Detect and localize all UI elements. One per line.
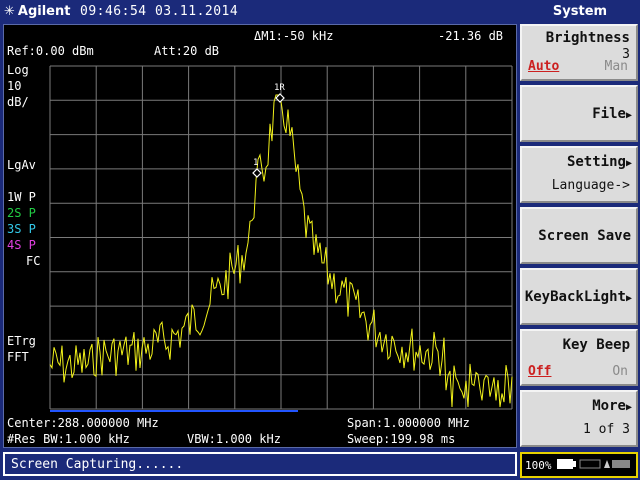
- ref-level: Ref:0.00 dBm: [7, 44, 94, 58]
- softkey-brightness[interactable]: Brightness 3 Auto Man: [520, 24, 638, 81]
- softkey-keybacklight[interactable]: KeyBackLight▶: [520, 268, 638, 325]
- trace-4-indicator: 4S P: [7, 238, 36, 252]
- brand-name: Agilent: [17, 3, 71, 19]
- brightness-auto-option: Auto: [528, 59, 560, 74]
- key-beep-on-option: On: [612, 364, 628, 379]
- marker-1r-label: 1R: [274, 83, 285, 93]
- more-page-indicator: 1 of 3: [583, 422, 630, 437]
- marker-1-label: 1: [253, 158, 258, 168]
- fc-indicator: FC: [26, 254, 41, 268]
- brightness-man-option: Man: [604, 59, 628, 74]
- span: Span:1.000000 MHz: [347, 416, 470, 430]
- spectrum-display: 1 1R ΔM1:-50 kHz -21.36 dB Ref:0.00 dBm …: [3, 24, 517, 448]
- status-message: Screen Capturing......: [11, 457, 184, 472]
- vbw: VBW:1.000 kHz: [187, 432, 281, 446]
- mode-indicator: FFT: [7, 350, 29, 364]
- scale-per-div: 10: [7, 79, 22, 93]
- softkey-setting[interactable]: Setting▶ Language->: [520, 146, 638, 203]
- trace-1-indicator: 1W P: [7, 190, 36, 204]
- setting-label: Setting: [566, 154, 626, 170]
- scale-unit: dB/: [7, 95, 29, 109]
- marker-1: 1: [252, 158, 262, 178]
- center-frequency: Center:288.000000 MHz: [7, 416, 159, 430]
- spectrum-plot: 1 1R: [49, 65, 513, 412]
- brightness-label: Brightness: [545, 30, 630, 46]
- arrow-right-icon: ▶: [625, 402, 632, 413]
- softkey-more[interactable]: More▶ 1 of 3: [520, 390, 638, 447]
- battery-status: 100%: [520, 452, 638, 478]
- spark-icon: ✳: [4, 3, 15, 19]
- detector-mode: LgAv: [7, 158, 36, 172]
- softkey-screen-save[interactable]: Screen Save: [520, 207, 638, 264]
- softkey-panel: Brightness 3 Auto Man File▶ Setting▶ Lan…: [520, 24, 640, 448]
- delta-marker-readout: ΔM1:-50 kHz: [254, 29, 334, 43]
- marker-1r: 1R: [274, 83, 285, 103]
- trigger-indicator: ETrg: [7, 334, 36, 348]
- key-beep-off-option: Off: [528, 364, 552, 379]
- arrow-right-icon: ▶: [625, 293, 632, 304]
- menu-title: System: [552, 4, 608, 19]
- attenuation: Att:20 dB: [154, 44, 220, 58]
- res-bw: #Res BW:1.000 kHz: [7, 432, 130, 446]
- delta-marker-value: -21.36 dB: [438, 29, 504, 43]
- setting-sublabel: Language->: [551, 178, 630, 193]
- marker-1-diamond: [252, 168, 262, 178]
- brand-logo: ✳ Agilent: [4, 2, 70, 20]
- trace-3-indicator: 3S P: [7, 222, 36, 236]
- brightness-value: 3: [622, 47, 630, 62]
- file-label: File: [592, 106, 626, 122]
- trace-2-indicator: 2S P: [7, 206, 36, 220]
- marker-1r-diamond: [275, 93, 285, 103]
- sweep-time: Sweep:199.98 ms: [347, 432, 456, 446]
- top-bar: ✳ Agilent 09:46:54 03.11.2014 System: [0, 0, 640, 24]
- key-beep-label: Key Beep: [562, 337, 630, 353]
- softkey-file[interactable]: File▶: [520, 85, 638, 142]
- keybacklight-label: KeyBackLight: [524, 289, 626, 305]
- status-bar: Screen Capturing......: [3, 452, 517, 476]
- battery-icon: [557, 459, 630, 469]
- date-time: 09:46:54 03.11.2014: [80, 4, 239, 19]
- more-label: More: [592, 398, 626, 414]
- arrow-right-icon: ▶: [625, 110, 632, 121]
- arrow-right-icon: ▶: [625, 158, 632, 169]
- scale-type: Log: [7, 63, 29, 77]
- battery-percent: 100%: [525, 459, 552, 472]
- softkey-key-beep[interactable]: Key Beep Off On: [520, 329, 638, 386]
- screen-save-label: Screen Save: [538, 228, 631, 244]
